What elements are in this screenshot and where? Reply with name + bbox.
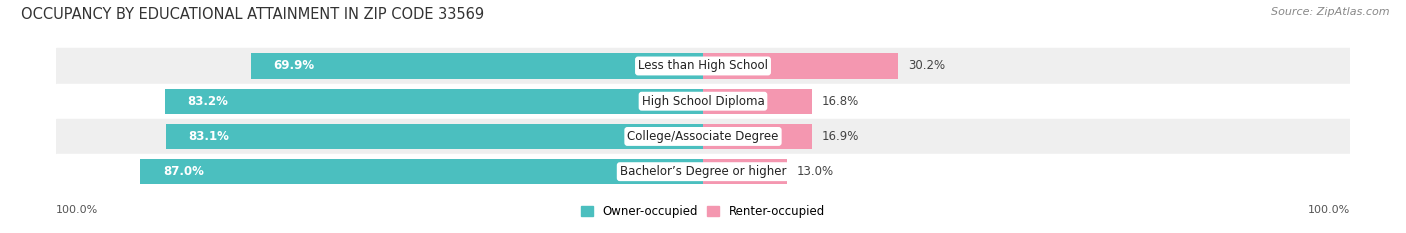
Text: 83.2%: 83.2% [187,95,228,108]
Text: Less than High School: Less than High School [638,59,768,72]
Bar [703,89,811,114]
Bar [165,89,703,114]
Text: 83.1%: 83.1% [188,130,229,143]
Legend: Owner-occupied, Renter-occupied: Owner-occupied, Renter-occupied [576,200,830,223]
Text: OCCUPANCY BY EDUCATIONAL ATTAINMENT IN ZIP CODE 33569: OCCUPANCY BY EDUCATIONAL ATTAINMENT IN Z… [21,7,484,22]
Text: Source: ZipAtlas.com: Source: ZipAtlas.com [1271,7,1389,17]
Bar [250,53,703,79]
Text: High School Diploma: High School Diploma [641,95,765,108]
Text: Bachelor’s Degree or higher: Bachelor’s Degree or higher [620,165,786,178]
Bar [703,53,898,79]
Text: 16.9%: 16.9% [823,130,859,143]
Bar [56,84,1350,119]
Text: 16.8%: 16.8% [821,95,859,108]
Bar [56,48,1350,84]
Bar [56,119,1350,154]
Text: 87.0%: 87.0% [163,165,204,178]
Text: 100.0%: 100.0% [56,205,98,215]
Text: 30.2%: 30.2% [908,59,945,72]
Bar [166,124,703,149]
Bar [141,159,703,184]
Bar [703,124,813,149]
Text: 69.9%: 69.9% [274,59,315,72]
Bar [56,154,1350,189]
Text: 13.0%: 13.0% [797,165,834,178]
Text: 100.0%: 100.0% [1308,205,1350,215]
Text: College/Associate Degree: College/Associate Degree [627,130,779,143]
Bar [703,159,787,184]
